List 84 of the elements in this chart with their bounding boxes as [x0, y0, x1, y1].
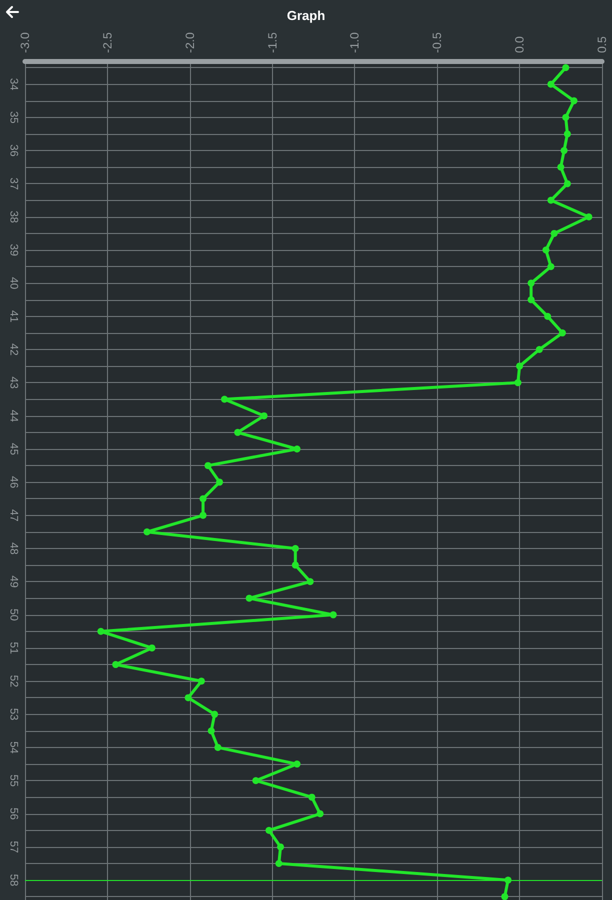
- point: [585, 213, 592, 220]
- point: [292, 562, 299, 569]
- y-tick-label: 56: [8, 808, 20, 820]
- y-tick-label: 38: [8, 210, 20, 223]
- y-tick-label: 51: [8, 642, 20, 654]
- point: [547, 196, 554, 204]
- point: [316, 810, 324, 818]
- point: [560, 147, 568, 154]
- y-tick-label: 54: [8, 741, 20, 754]
- point: [292, 544, 299, 552]
- x-tick-label: 0.5: [595, 36, 609, 53]
- y-tick-label: 47: [8, 509, 20, 522]
- point: [306, 578, 314, 586]
- x-tick-label: -1.0: [348, 32, 362, 53]
- point: [252, 777, 260, 784]
- point: [542, 246, 550, 254]
- y-tick-label: 39: [8, 244, 20, 256]
- y-tick-label: 41: [8, 310, 20, 322]
- point: [557, 164, 564, 171]
- point: [277, 843, 284, 850]
- point: [198, 678, 205, 685]
- y-tick-label: 34: [8, 78, 20, 90]
- y-tick-label: 55: [8, 774, 20, 787]
- point: [547, 80, 554, 88]
- point: [265, 826, 272, 834]
- point: [112, 661, 120, 668]
- point: [564, 130, 571, 138]
- point: [562, 64, 570, 72]
- point: [216, 478, 224, 486]
- y-tick-label: 49: [8, 576, 20, 588]
- point: [562, 114, 570, 121]
- point: [208, 727, 215, 734]
- y-tick-label: 44: [8, 410, 20, 422]
- point: [514, 379, 522, 386]
- y-tick-label: 46: [8, 476, 20, 488]
- point: [200, 495, 207, 502]
- point: [528, 280, 535, 287]
- point: [501, 893, 508, 900]
- point: [536, 346, 543, 354]
- point: [214, 744, 222, 751]
- x-tick-label: -0.5: [430, 32, 444, 53]
- point: [570, 97, 578, 104]
- y-tick-label: 53: [8, 708, 20, 720]
- point: [211, 710, 218, 718]
- y-tick-label: 40: [8, 277, 20, 290]
- point: [144, 528, 150, 536]
- x-tick-label: -2.0: [182, 32, 197, 53]
- y-tick-label: 37: [8, 178, 20, 190]
- point: [184, 694, 192, 702]
- y-tick-label: 45: [8, 442, 20, 456]
- y-tick-label: 42: [8, 343, 20, 356]
- y-tick-label: 43: [8, 376, 20, 389]
- x-tick-label: -1.5: [265, 32, 280, 53]
- point: [234, 428, 242, 436]
- x-tick-label: -2.5: [100, 32, 114, 53]
- point: [308, 794, 316, 801]
- point: [200, 512, 207, 519]
- point: [558, 329, 566, 336]
- point: [294, 760, 301, 768]
- y-tick-label: 36: [8, 144, 20, 157]
- y-tick-label: 35: [8, 111, 20, 124]
- point: [97, 628, 104, 635]
- chart-title: Graph: [286, 8, 326, 23]
- point: [330, 611, 337, 618]
- point: [550, 230, 558, 237]
- point: [516, 362, 524, 370]
- point: [294, 446, 301, 452]
- y-tick-label: 50: [8, 608, 20, 621]
- point: [246, 594, 253, 602]
- point: [204, 462, 212, 470]
- y-tick-label: 57: [8, 840, 20, 854]
- point: [544, 312, 552, 320]
- y-tick-label: 52: [8, 675, 20, 688]
- point: [260, 412, 268, 420]
- point: [148, 644, 156, 652]
- x-tick-label: 0.0: [512, 36, 527, 53]
- point: [528, 296, 535, 304]
- y-tick-label: 58: [8, 874, 20, 886]
- x-tick-label: -3.0: [18, 32, 32, 53]
- point: [547, 263, 554, 270]
- point: [564, 180, 571, 188]
- y-tick-label: 48: [8, 542, 20, 555]
- point: [220, 396, 228, 403]
- point: [275, 860, 282, 868]
